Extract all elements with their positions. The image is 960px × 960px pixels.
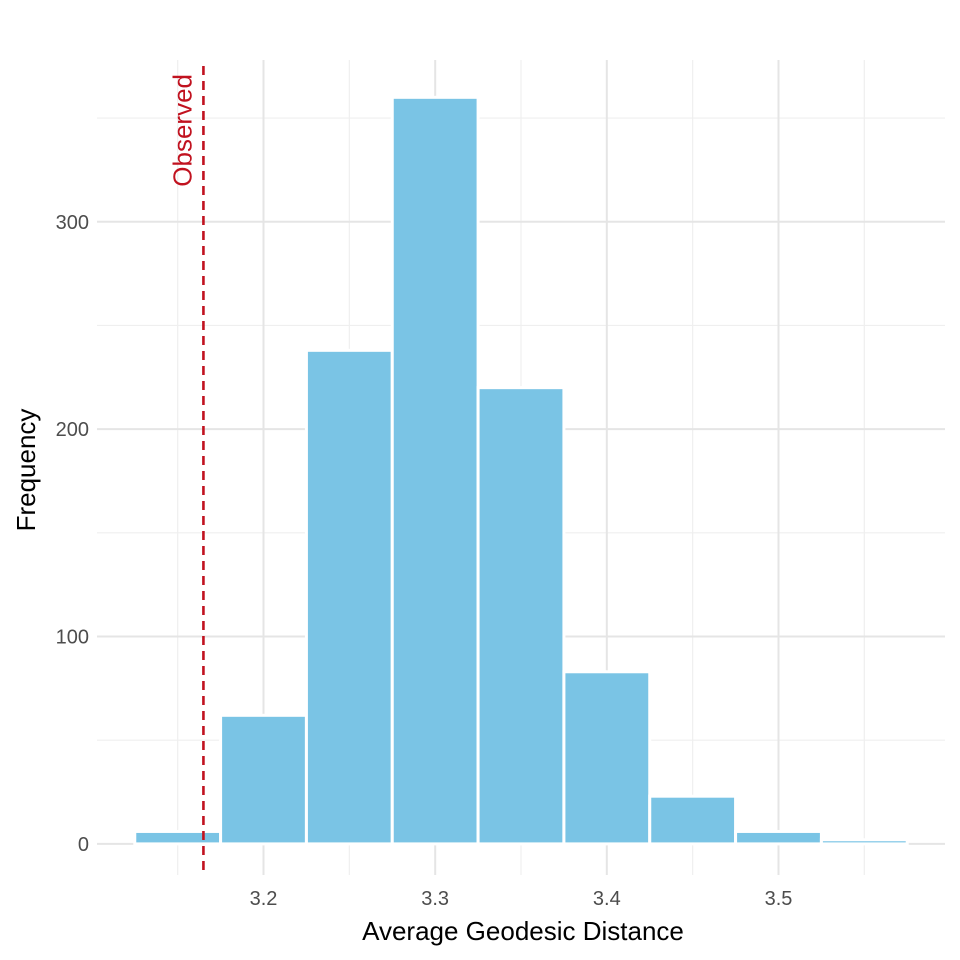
histogram-bar xyxy=(133,829,223,846)
x-tick-label: 3.3 xyxy=(421,888,449,910)
y-tick-label: 200 xyxy=(56,419,89,441)
x-axis-ticks: 3.2 3.3 3.4 3.5 xyxy=(250,888,793,910)
histogram-bar xyxy=(819,838,909,846)
y-axis-title: Frequency xyxy=(11,409,41,532)
histogram-bar xyxy=(304,348,394,846)
histogram-bar xyxy=(648,794,738,846)
histogram-bar xyxy=(390,95,480,846)
y-tick-label: 100 xyxy=(56,627,89,649)
reference-line-group: Observed xyxy=(167,66,205,875)
y-axis-ticks: 0 100 200 300 xyxy=(56,212,89,856)
observed-label: Observed xyxy=(167,74,197,187)
histogram-bar xyxy=(734,829,823,846)
histogram-bar xyxy=(219,713,308,846)
x-tick-label: 3.2 xyxy=(250,888,278,910)
histogram-bar xyxy=(562,670,652,846)
x-axis-title: Average Geodesic Distance xyxy=(362,916,684,946)
x-tick-label: 3.4 xyxy=(593,888,621,910)
histogram-bar xyxy=(476,386,566,846)
y-tick-label: 0 xyxy=(78,834,89,856)
y-tick-label: 300 xyxy=(56,212,89,234)
x-tick-label: 3.5 xyxy=(765,888,793,910)
histogram-bars xyxy=(133,95,909,846)
